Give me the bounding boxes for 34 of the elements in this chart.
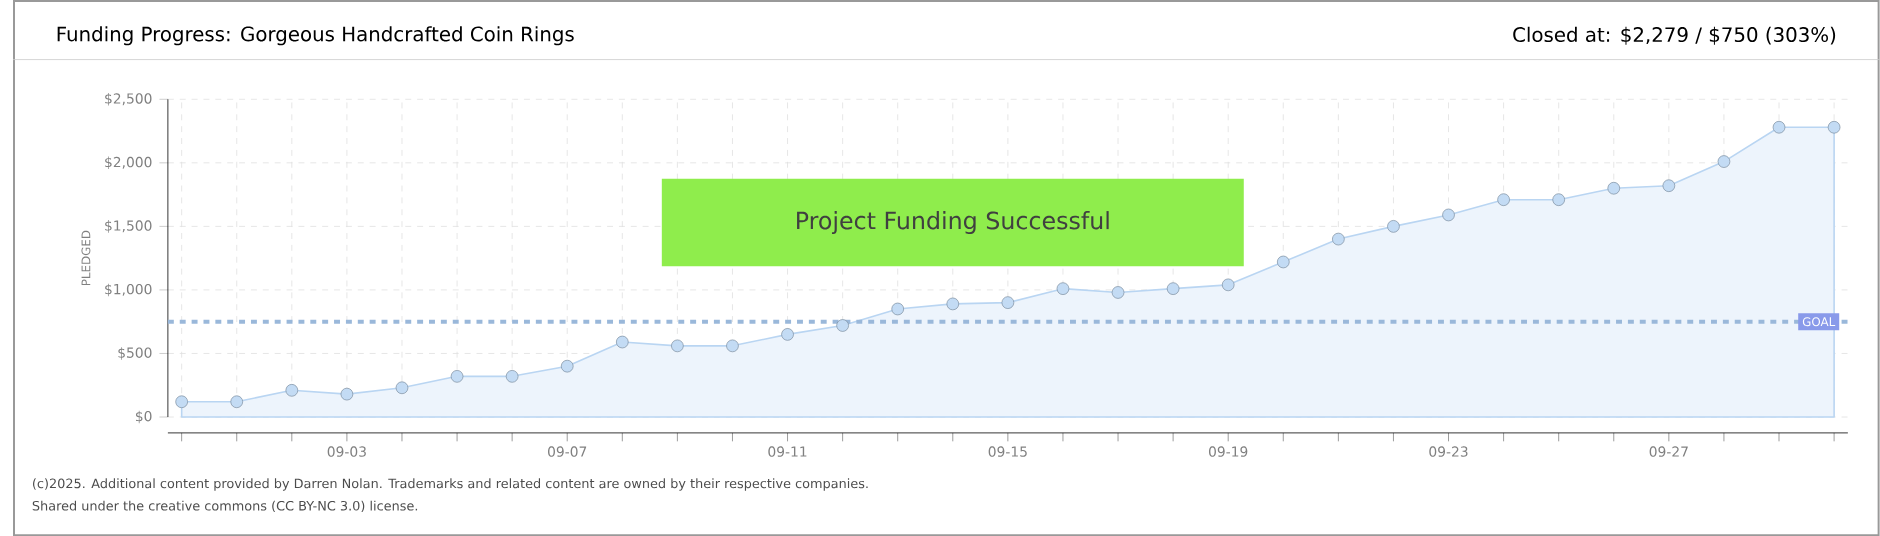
- point: [450, 370, 464, 383]
- point: [1607, 181, 1621, 195]
- point: [1552, 193, 1565, 206]
- point: [836, 319, 849, 332]
- point: [505, 370, 519, 383]
- point: [1056, 282, 1070, 295]
- point: [946, 297, 960, 311]
- point: [1772, 120, 1786, 134]
- point: [340, 387, 354, 401]
- point: [560, 359, 574, 373]
- point: [1717, 155, 1731, 168]
- point: [891, 302, 904, 316]
- point: [1221, 278, 1235, 292]
- point: [1166, 282, 1180, 295]
- point: [1001, 296, 1015, 309]
- point: [671, 339, 684, 353]
- point: [1111, 286, 1125, 299]
- point: [1277, 255, 1290, 269]
- point: [1332, 232, 1345, 246]
- point: [1387, 220, 1400, 233]
- point: [175, 395, 188, 408]
- chart-subtitle: Closed at: $2,279 / $750 (303%): [1513, 26, 1836, 45]
- point: [395, 381, 409, 394]
- point: [781, 328, 794, 341]
- point: [230, 395, 243, 408]
- point: [285, 384, 299, 397]
- chart-title: Funding Progress: Gorgeous Handcrafted Coin Rings: [57, 26, 574, 46]
- annotation: Project Funding Successful: [797, 211, 1109, 234]
- point: [616, 335, 629, 349]
- point: [726, 339, 739, 353]
- point: [1442, 208, 1455, 222]
- point: [1662, 179, 1676, 192]
- point: [1827, 120, 1841, 134]
- point: [1497, 193, 1510, 206]
